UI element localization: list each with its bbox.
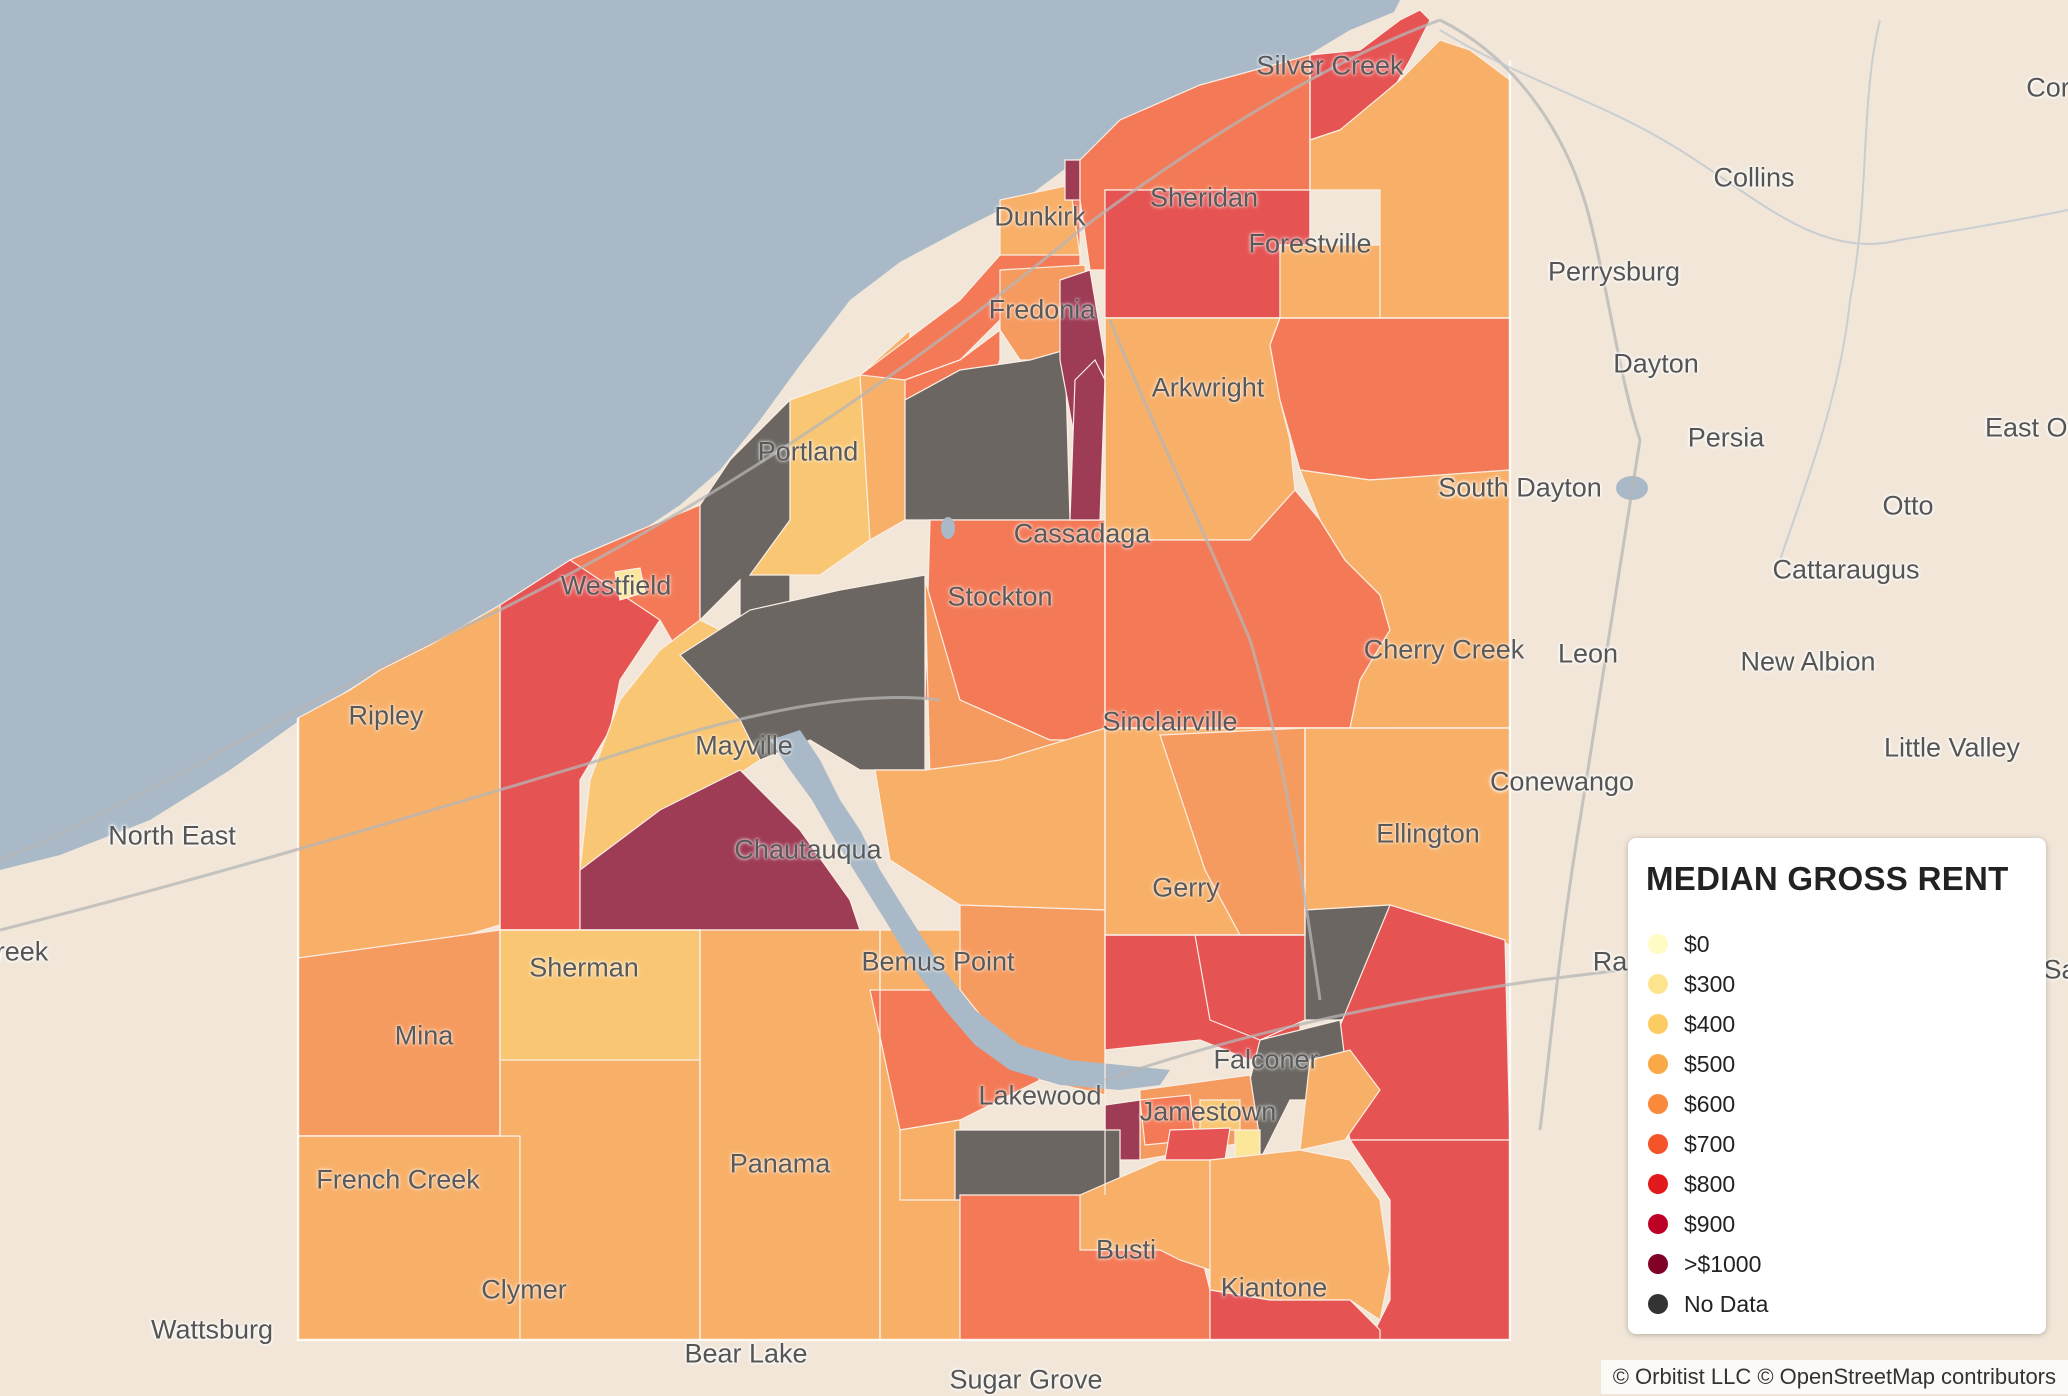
- lake-erie: [0, 0, 1400, 870]
- legend-swatch: [1648, 1054, 1668, 1074]
- legend-item: >$1000: [1646, 1244, 2026, 1284]
- legend-label: $0: [1684, 930, 1710, 957]
- tract-villenova[interactable]: [1269, 317, 1511, 481]
- legend-label: $500: [1684, 1050, 1736, 1077]
- tract-busti-w[interactable]: [899, 1119, 961, 1201]
- legend-label: $400: [1684, 1010, 1736, 1037]
- tract-sheridan[interactable]: [1104, 189, 1311, 319]
- legend: MEDIAN GROSS RENT $0 $300 $400 $500 $600 $700…: [1628, 838, 2046, 1334]
- tract-jamestown-c[interactable]: [1199, 1099, 1241, 1131]
- tract-borders: [298, 55, 1510, 1340]
- legend-label: No Data: [1684, 1290, 1769, 1317]
- legend-label: >$1000: [1684, 1250, 1762, 1277]
- legend-item: $900: [1646, 1204, 2026, 1244]
- legend-swatch: [1648, 1134, 1668, 1154]
- legend-label: $700: [1684, 1130, 1736, 1157]
- legend-items: $0 $300 $400 $500 $600 $700 $800 $900 >$1000 No D…: [1646, 924, 2026, 1324]
- tract-forestville[interactable]: [1279, 244, 1381, 319]
- tract-cherry-creek[interactable]: [1299, 469, 1511, 729]
- legend-swatch: [1648, 1094, 1668, 1114]
- legend-item: $500: [1646, 1044, 2026, 1084]
- legend-swatch: [1648, 1014, 1668, 1034]
- legend-swatch: [1648, 1214, 1668, 1234]
- legend-swatch: [1648, 1254, 1668, 1274]
- legend-swatch: [1648, 1174, 1668, 1194]
- tracts: [297, 9, 1511, 1341]
- legend-swatch: [1648, 1294, 1668, 1314]
- map-attribution[interactable]: © Orbitist LLC © OpenStreetMap contribut…: [1600, 1360, 2068, 1394]
- legend-label: $600: [1684, 1090, 1736, 1117]
- legend-label: $900: [1684, 1210, 1736, 1237]
- tract-sherman[interactable]: [499, 929, 701, 1061]
- legend-item: $0: [1646, 924, 2026, 964]
- legend-item: No Data: [1646, 1284, 2026, 1324]
- tract-mina[interactable]: [297, 929, 501, 1137]
- tract-westfield-town[interactable]: [614, 567, 646, 601]
- tract-dunkirk-hi[interactable]: [1064, 159, 1081, 201]
- tract-cassadaga-dark[interactable]: [1069, 358, 1106, 521]
- legend-item: $400: [1646, 1004, 2026, 1044]
- legend-swatch: [1648, 974, 1668, 994]
- tract-arkwright[interactable]: [1104, 317, 1296, 541]
- legend-item: $700: [1646, 1124, 2026, 1164]
- rivers: [1439, 19, 2068, 561]
- tract-jamestown-east[interactable]: [1299, 1049, 1381, 1151]
- county-border: [296, 60, 1512, 1342]
- tract-jamestown-d[interactable]: [1164, 1127, 1231, 1161]
- legend-label: $800: [1684, 1170, 1736, 1197]
- tract-dunkirk-city[interactable]: [999, 184, 1081, 256]
- tract-french-creek[interactable]: [297, 1135, 521, 1341]
- legend-title: MEDIAN GROSS RENT: [1646, 860, 2009, 897]
- tract-panama[interactable]: [699, 929, 881, 1341]
- tract-busti-mid[interactable]: [1079, 1159, 1211, 1271]
- legend-swatch: [1648, 934, 1668, 954]
- legend-label: $300: [1684, 970, 1736, 997]
- chautauqua-lake: [770, 730, 1170, 1090]
- legend-item: $600: [1646, 1084, 2026, 1124]
- legend-item: $800: [1646, 1164, 2026, 1204]
- legend-item: $300: [1646, 964, 2026, 1004]
- cassadaga-lake: [941, 517, 955, 539]
